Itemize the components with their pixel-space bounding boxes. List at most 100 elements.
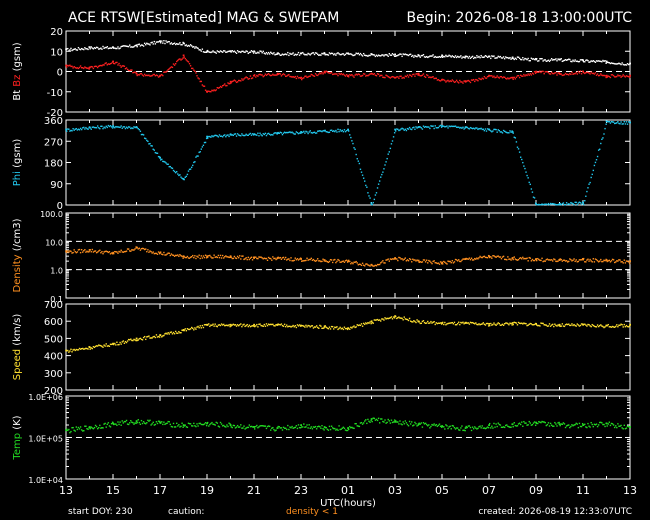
data-point	[189, 44, 192, 46]
data-point	[323, 259, 326, 261]
data-point	[233, 79, 236, 81]
data-point	[482, 255, 484, 258]
data-point	[422, 125, 425, 127]
data-point	[225, 51, 227, 54]
data-point	[347, 52, 349, 55]
data-point	[337, 429, 339, 431]
data-point	[230, 82, 232, 84]
data-point	[367, 74, 369, 77]
data-point	[562, 422, 565, 424]
data-point	[545, 60, 548, 62]
data-point	[310, 53, 313, 55]
data-point	[429, 76, 431, 78]
data-point	[518, 422, 521, 424]
data-point	[273, 74, 275, 76]
data-point	[250, 325, 253, 327]
data-point	[116, 341, 118, 343]
data-point	[512, 57, 514, 60]
data-point	[275, 53, 277, 56]
data-point	[292, 76, 294, 78]
data-point	[223, 257, 225, 259]
data-point	[135, 44, 138, 47]
data-point	[95, 425, 98, 428]
data-point	[500, 257, 503, 260]
data-point	[596, 425, 599, 428]
data-point	[295, 326, 298, 329]
data-point	[507, 132, 509, 134]
data-point	[476, 428, 478, 430]
data-point	[276, 52, 279, 55]
data-point	[256, 424, 258, 427]
data-point	[253, 426, 255, 428]
data-point	[84, 425, 86, 427]
data-point	[229, 133, 232, 136]
data-point	[577, 70, 580, 73]
data-point	[351, 53, 353, 56]
data-point	[447, 427, 449, 430]
data-point	[563, 59, 566, 62]
data-point	[347, 260, 349, 263]
data-point	[323, 71, 325, 74]
data-point	[469, 81, 472, 84]
data-point	[577, 260, 580, 263]
data-point	[566, 73, 569, 76]
data-point	[100, 345, 102, 347]
data-point	[495, 423, 497, 425]
data-point	[472, 428, 475, 430]
data-point	[549, 73, 552, 75]
data-point	[142, 247, 145, 250]
data-point	[342, 130, 345, 133]
data-point	[466, 126, 468, 129]
data-point	[169, 331, 172, 334]
data-point	[184, 176, 186, 178]
data-point	[256, 74, 258, 77]
data-point	[510, 131, 512, 133]
data-point	[514, 321, 517, 324]
data-point	[419, 322, 421, 325]
data-point	[111, 253, 114, 255]
data-point	[422, 73, 425, 75]
data-point	[317, 53, 319, 56]
data-point	[85, 347, 87, 350]
data-point	[293, 427, 295, 429]
data-point	[327, 261, 330, 264]
data-point	[436, 127, 439, 129]
data-point	[412, 127, 414, 129]
data-point	[474, 426, 476, 428]
data-point	[213, 423, 215, 426]
data-point	[250, 134, 253, 136]
data-point	[398, 423, 400, 425]
data-point	[428, 56, 430, 58]
data-point	[592, 169, 595, 172]
data-point	[373, 417, 376, 420]
data-point	[357, 73, 360, 75]
data-point	[522, 161, 524, 164]
data-point	[76, 349, 79, 351]
data-point	[404, 257, 407, 259]
data-point	[505, 424, 507, 427]
data-point	[84, 47, 86, 49]
data-point	[553, 72, 555, 75]
data-point	[419, 423, 421, 425]
data-point	[456, 260, 459, 262]
data-point	[167, 252, 169, 254]
data-point	[506, 259, 508, 261]
data-point	[154, 252, 157, 255]
data-point	[133, 126, 135, 128]
data-point	[292, 52, 294, 54]
data-point	[82, 430, 84, 432]
data-point	[560, 423, 562, 425]
data-point	[226, 324, 228, 326]
data-point	[482, 78, 484, 80]
data-point	[318, 130, 320, 132]
data-point	[340, 72, 342, 75]
data-point	[573, 72, 575, 75]
data-point	[227, 50, 229, 53]
data-point	[579, 425, 582, 428]
data-point	[541, 257, 543, 260]
data-point	[499, 256, 502, 258]
data-point	[604, 425, 606, 428]
data-point	[582, 424, 584, 427]
data-point	[506, 131, 508, 134]
